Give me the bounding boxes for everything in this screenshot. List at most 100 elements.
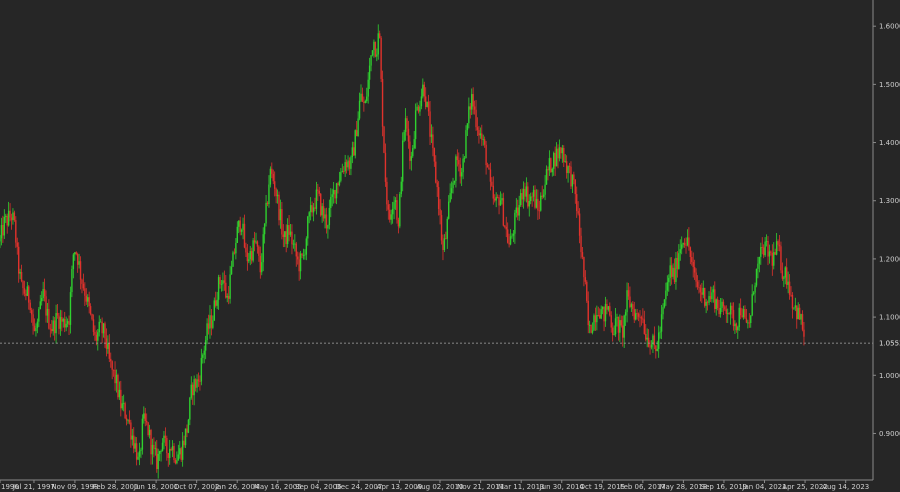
candle-body — [692, 261, 694, 268]
y-tick-label: 1.2000 — [879, 255, 900, 263]
candle-body — [491, 181, 493, 186]
candle-body — [793, 307, 795, 309]
candle-body — [138, 451, 141, 457]
candle-body — [594, 315, 597, 323]
candle-body — [380, 37, 382, 79]
candle-body — [271, 168, 273, 174]
candle-body — [472, 94, 474, 107]
candle-body — [45, 296, 47, 316]
candle-body — [509, 236, 512, 245]
candle-body — [127, 419, 129, 421]
candle-body — [777, 241, 779, 245]
candle-body — [537, 198, 539, 211]
candle-body — [331, 194, 333, 197]
candle-body — [212, 320, 214, 328]
candle-body — [771, 252, 774, 266]
candle-body — [125, 418, 128, 421]
candle-body — [672, 267, 674, 277]
candle-body — [609, 306, 611, 316]
candle-body — [610, 315, 612, 328]
x-tick-label: Feb 06, 2017 — [620, 483, 666, 491]
candle-body — [396, 200, 398, 220]
candle-body — [311, 205, 313, 213]
candle-body — [429, 111, 431, 137]
candle-body — [468, 106, 470, 124]
candle-body — [131, 435, 134, 440]
candle-body — [580, 235, 582, 253]
x-tick-label: May 16, 2005 — [254, 483, 302, 491]
candle-body — [206, 323, 208, 341]
candle-body — [665, 290, 667, 300]
candle-body — [735, 323, 738, 331]
candle-body — [154, 448, 157, 450]
candle-body — [583, 257, 585, 278]
candle-body — [240, 229, 243, 232]
candle-body — [332, 189, 335, 195]
candle-body — [250, 251, 253, 261]
candle-body — [390, 214, 392, 220]
candle-body — [15, 220, 17, 243]
candle-body — [229, 274, 231, 299]
candle-body — [189, 397, 191, 420]
candle-body — [294, 243, 296, 245]
candle-body — [800, 314, 802, 320]
y-tick-label: 1.3000 — [879, 197, 900, 205]
candle-body — [471, 94, 473, 110]
candle-body — [439, 209, 441, 216]
candle-body — [95, 334, 98, 341]
candle-body — [518, 205, 520, 216]
candle-body — [354, 130, 356, 156]
candle-body — [675, 257, 677, 282]
candle-body — [599, 315, 601, 319]
candle-body — [367, 79, 369, 97]
candle-body — [151, 444, 154, 455]
candle-body — [76, 253, 79, 265]
candle-body — [62, 319, 64, 322]
candle-body — [456, 156, 459, 161]
y-tick-label: 1.5000 — [879, 81, 900, 89]
candle-body — [299, 253, 302, 272]
candle-body — [479, 133, 482, 136]
candle-body — [774, 252, 776, 255]
y-tick-label: 1.6000 — [879, 23, 900, 31]
candle-body — [42, 289, 44, 298]
candle-body — [183, 440, 185, 446]
candle-body — [430, 134, 433, 137]
candle-body — [557, 148, 559, 159]
candle-body — [691, 256, 693, 262]
candle-body — [84, 288, 86, 296]
candle-body — [350, 157, 352, 169]
candle-body — [275, 188, 277, 197]
candle-body — [689, 247, 692, 257]
candle-body — [433, 148, 436, 162]
candle-body — [481, 133, 483, 140]
candle-body — [410, 156, 413, 161]
candle-body — [345, 162, 348, 168]
candle-body — [709, 296, 712, 300]
candle-body — [436, 182, 438, 188]
candle-body — [611, 327, 614, 335]
candle-body — [309, 205, 312, 213]
candle-body — [304, 254, 306, 256]
candle-body — [176, 460, 178, 464]
candle-body — [640, 317, 643, 319]
candle-body — [29, 302, 31, 311]
candle-body — [173, 446, 175, 461]
candle-body — [13, 212, 16, 221]
candle-body — [203, 350, 205, 355]
candle-body — [204, 340, 207, 351]
candle-body — [783, 277, 785, 279]
candle-body — [563, 147, 565, 162]
candle-body — [193, 379, 195, 396]
candle-body — [604, 303, 607, 322]
candle-body — [532, 189, 535, 197]
candle-body — [190, 384, 192, 398]
candle-body — [87, 297, 89, 302]
candle-body — [101, 321, 103, 334]
candle-body — [747, 322, 749, 324]
candle-body — [659, 331, 661, 333]
candle-body — [597, 315, 599, 316]
candle-body — [92, 319, 95, 332]
